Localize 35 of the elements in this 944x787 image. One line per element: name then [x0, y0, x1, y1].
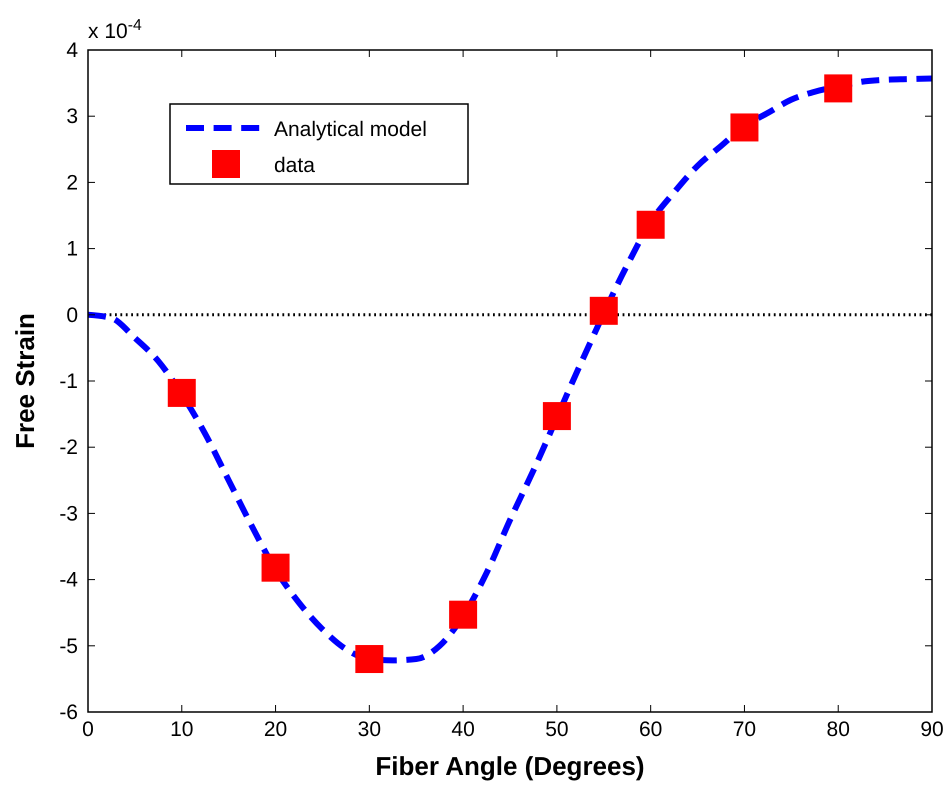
- x-tick-label: 30: [358, 718, 382, 741]
- point: [824, 74, 852, 102]
- x-tick-label: 90: [920, 718, 944, 741]
- x-tick-label: 50: [545, 718, 569, 741]
- y-tick-label: 4: [66, 39, 78, 62]
- y-axis-title: Free Strain: [10, 313, 40, 449]
- point: [590, 296, 618, 325]
- x-tick-label: 80: [826, 718, 850, 741]
- point: [542, 402, 571, 430]
- x-axis-title: Fiber Angle (Degrees): [375, 751, 645, 781]
- point: [636, 210, 665, 239]
- y-tick-label: -2: [59, 436, 78, 460]
- y-tick-label: -4: [59, 568, 78, 592]
- y-tick-label: -5: [59, 634, 78, 658]
- x-tick-label: 60: [638, 718, 662, 741]
- y-tick-label: 3: [66, 105, 78, 128]
- legend-label: data: [274, 154, 316, 177]
- text: x 10$^{-4}$: [88, 16, 142, 43]
- legend-label: Analytical model: [274, 118, 427, 141]
- point: [168, 378, 196, 407]
- x-tick-label: 0: [82, 718, 94, 741]
- y-tick-label: 0: [66, 304, 78, 327]
- y-tick-label: 1: [66, 238, 78, 261]
- x-tick-label: 40: [451, 718, 475, 741]
- point: [262, 554, 290, 582]
- y-tick-label: -3: [59, 502, 78, 526]
- x-tick-label: 10: [170, 718, 194, 741]
- y-tick-label: -1: [59, 370, 78, 393]
- x-tick-label: 20: [264, 718, 288, 741]
- point: [730, 113, 758, 142]
- y-tick-label: 2: [66, 171, 78, 194]
- point: [449, 600, 478, 629]
- x-tick-label: 70: [732, 718, 756, 741]
- point: [355, 645, 384, 674]
- y-tick-label: -6: [59, 701, 78, 724]
